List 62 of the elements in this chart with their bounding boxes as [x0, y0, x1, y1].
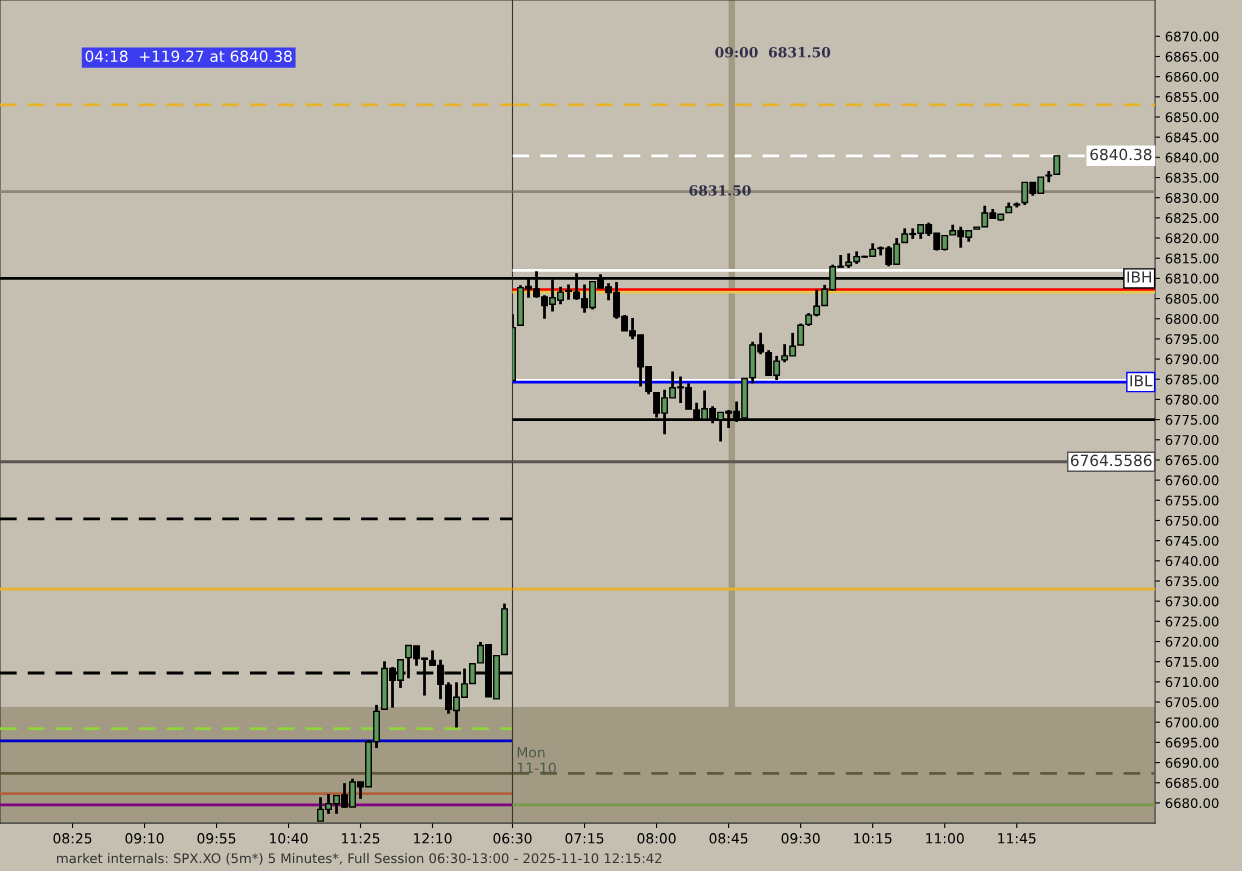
x-tick-label: 09:10	[125, 833, 164, 844]
y-tick-label: 6780.00	[1165, 394, 1219, 405]
y-tick-label: 6805.00	[1165, 293, 1219, 304]
y-tick-label: 6720.00	[1165, 636, 1219, 647]
text: market internals: SPX.XO (5m*) 5 Minutes*, Full Session 06:30-13:00 - 2025-11-10 12:15:42	[57, 853, 662, 865]
y-tick-label: 6770.00	[1165, 435, 1219, 445]
x-tick-label: 12:10	[414, 833, 452, 844]
y-tick-label: 6850.00	[1165, 112, 1219, 123]
y-tick-label: 6730.00	[1165, 596, 1219, 607]
x-tick-label: 11:25	[342, 833, 380, 844]
ref-line-label: 6764.5586	[1070, 454, 1152, 467]
ref-line-label: IBL	[1130, 375, 1153, 387]
y-tick-label: 6715.00	[1165, 656, 1219, 667]
x-tick-label: 08:00	[637, 833, 676, 844]
annotation: 6831.50	[689, 185, 751, 196]
x-tick-label: 07:15	[565, 833, 604, 844]
x-tick-label: 11:45	[998, 833, 1036, 844]
y-tick-label: 6795.00	[1165, 334, 1219, 345]
ref-line-label: IBH	[1127, 271, 1151, 283]
y-tick-label: 6705.00	[1165, 697, 1219, 708]
annotation: 04:18 +119.27 at 6840.38	[85, 50, 292, 63]
x-tick-label: 10:15	[854, 833, 892, 844]
y-tick-label: 6690.00	[1165, 757, 1219, 768]
y-tick-label: 6755.00	[1165, 495, 1219, 506]
y-tick-label: 6680.00	[1165, 798, 1219, 809]
y-tick-label: 6790.00	[1165, 354, 1219, 365]
y-tick-label: 6845.00	[1165, 132, 1219, 143]
y-tick-label: 6825.00	[1165, 213, 1219, 224]
y-tick-label: 6865.00	[1165, 51, 1219, 62]
x-tick-label: 09:55	[197, 833, 236, 844]
y-tick-label: 6740.00	[1165, 556, 1219, 567]
x-tick-label: 08:45	[709, 833, 748, 844]
x-tick-label: 10:40	[270, 833, 308, 844]
y-tick-label: 6760.00	[1165, 475, 1219, 486]
y-tick-label: 6800.00	[1165, 313, 1219, 324]
y-tick-label: 6870.00	[1165, 31, 1219, 42]
x-tick-label: 06:30	[493, 833, 532, 844]
annotation: 09:00 6831.50	[715, 47, 831, 58]
annotation: Mon 11-10	[517, 747, 556, 774]
y-tick-label: 6700.00	[1165, 717, 1219, 728]
ref-line-label: 6840.38	[1090, 148, 1152, 161]
y-tick-label: 6685.00	[1165, 777, 1219, 788]
y-tick-label: 6745.00	[1165, 535, 1219, 546]
x-tick-label: 09:30	[781, 833, 820, 844]
y-tick-label: 6765.00	[1165, 455, 1219, 466]
y-tick-label: 6810.00	[1165, 273, 1219, 284]
y-tick-label: 6830.00	[1165, 192, 1219, 203]
y-tick-label: 6735.00	[1165, 576, 1219, 587]
y-tick-label: 6695.00	[1165, 737, 1219, 748]
y-tick-label: 6750.00	[1165, 515, 1219, 526]
y-tick-label: 6840.00	[1165, 152, 1219, 163]
y-tick-label: 6815.00	[1165, 253, 1219, 264]
x-tick-label: 11:00	[926, 833, 964, 844]
x-tick-label: 08:25	[53, 833, 92, 844]
y-tick-label: 6855.00	[1165, 92, 1219, 103]
y-tick-label: 6860.00	[1165, 71, 1219, 82]
y-tick-label: 6785.00	[1165, 374, 1219, 385]
y-tick-label: 6710.00	[1165, 677, 1219, 688]
y-tick-label: 6775.00	[1165, 414, 1219, 425]
y-tick-label: 6835.00	[1165, 172, 1219, 183]
y-tick-label: 6820.00	[1165, 233, 1219, 244]
y-tick-label: 6725.00	[1165, 616, 1219, 627]
